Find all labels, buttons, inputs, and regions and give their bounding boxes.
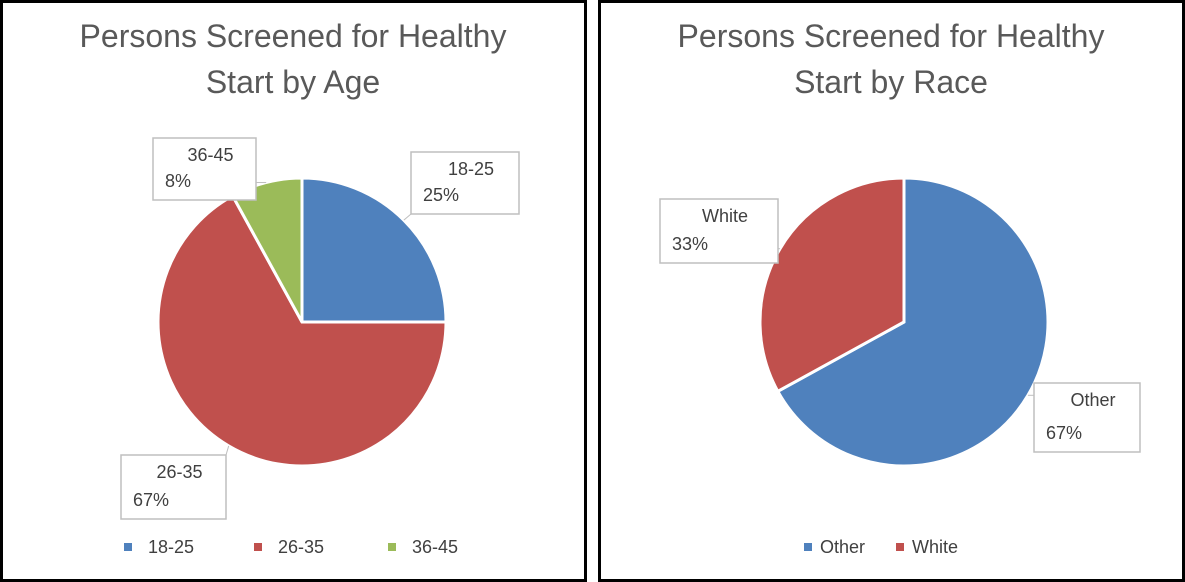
callout-box [120, 454, 227, 520]
pie-slice [156, 193, 448, 468]
data-label-name: 18-25 [448, 159, 494, 179]
data-label-value: 8% [165, 171, 191, 191]
chart-panel: Persons Screened for Healthy Start by Ag… [0, 0, 587, 582]
legend-label: White [912, 537, 958, 557]
chart: 18-25 25% 18-25 26-35 67% 26-35 36-45 8% 36-45 [120, 137, 520, 557]
chart-panel: Persons Screened for Healthy Start by Ra… [598, 0, 1185, 582]
legend-marker [254, 543, 262, 551]
data-label-name: Other [1070, 390, 1115, 410]
legend-label: Other [820, 537, 865, 557]
callout-leader [403, 213, 412, 221]
pie-slice [775, 176, 1050, 468]
legend-marker [124, 543, 132, 551]
pie-slice [300, 176, 448, 324]
chart-title: Persons Screened for Healthy Start by Ra… [677, 18, 1105, 100]
chart-title: Persons Screened for Healthy Start by Ag… [79, 18, 507, 100]
callout-leader [225, 445, 230, 456]
callout-box [410, 151, 520, 215]
data-label-value: 33% [672, 234, 708, 254]
legend-label: 36-45 [412, 537, 458, 557]
data-label-name: 36-45 [187, 145, 233, 165]
legend-marker [388, 543, 396, 551]
callout-box [152, 137, 257, 201]
data-label-value: 67% [1046, 423, 1082, 443]
data-label-value: 67% [133, 490, 169, 510]
data-label-value: 25% [423, 185, 459, 205]
callout-box [1033, 382, 1141, 453]
data-label-name: White [702, 206, 748, 226]
legend-label: 26-35 [278, 537, 324, 557]
legend-marker [804, 543, 812, 551]
data-label-name: 26-35 [156, 462, 202, 482]
legend-marker [896, 543, 904, 551]
callout-box [659, 198, 779, 264]
legend-label: 18-25 [148, 537, 194, 557]
chart: Other 67% Other White 33% White [659, 176, 1141, 557]
